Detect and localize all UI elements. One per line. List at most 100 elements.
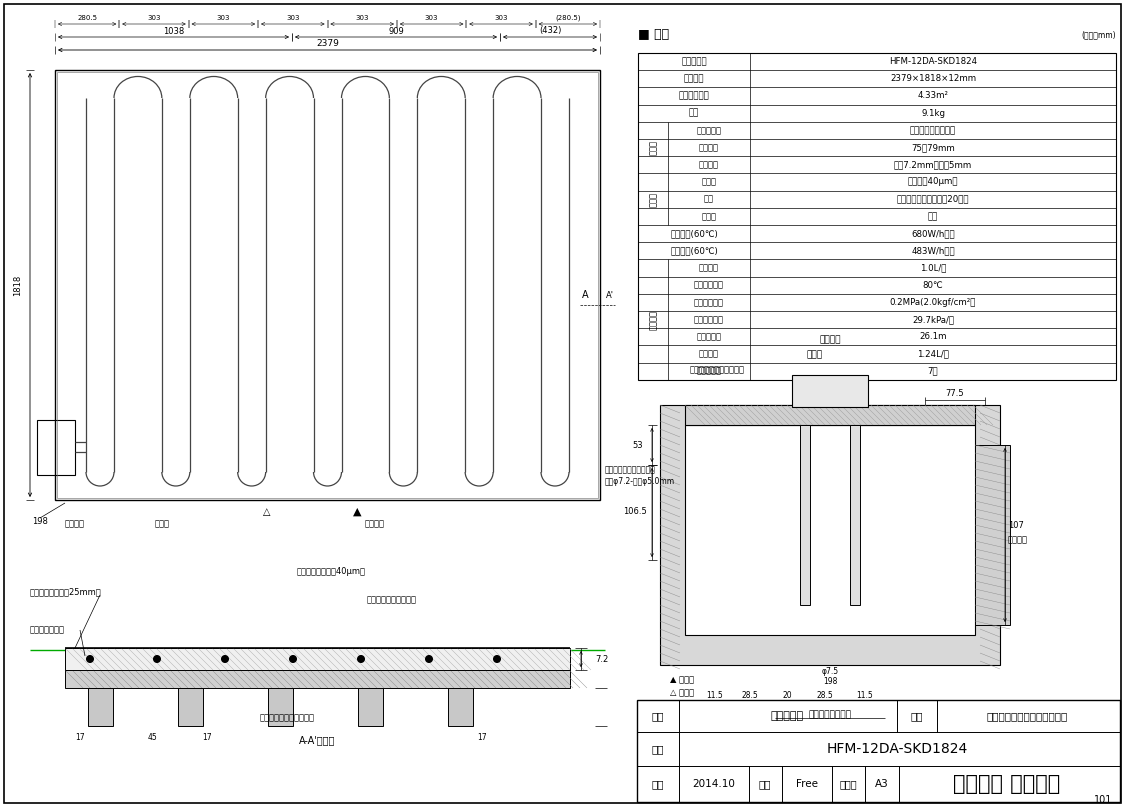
Text: 26.1m: 26.1m [919, 332, 947, 341]
Text: 管サイズ: 管サイズ [699, 161, 719, 169]
Text: 1.0L/分: 1.0L/分 [920, 264, 946, 273]
Text: ■ 仕様: ■ 仕様 [638, 28, 669, 41]
Text: 303: 303 [286, 15, 299, 21]
Text: 名称・型式: 名称・型式 [682, 57, 706, 66]
Bar [88, 688, 112, 726]
Text: 106.5: 106.5 [623, 508, 647, 516]
Text: 80℃: 80℃ [922, 281, 943, 290]
Circle shape [153, 655, 161, 663]
Bar [637, 700, 1120, 802]
Text: (432): (432) [539, 27, 561, 36]
Text: 材質・材料: 材質・材料 [696, 126, 721, 135]
Text: 17: 17 [477, 734, 487, 742]
Text: HFM-12DA-SKD1824: HFM-12DA-SKD1824 [889, 57, 976, 66]
Text: 型式: 型式 [651, 744, 664, 754]
Text: 架橋ポリエチレンパイプ: 架橋ポリエチレンパイプ [260, 713, 315, 722]
Text: 1038: 1038 [163, 27, 185, 36]
Text: (単位：mm): (単位：mm) [1081, 31, 1116, 40]
Text: A3: A3 [875, 779, 889, 789]
Text: 75～79mm: 75～79mm [911, 143, 955, 152]
Text: A-A'詳細図: A-A'詳細図 [299, 735, 335, 745]
Text: HFM-12DA-SKD1824: HFM-12DA-SKD1824 [827, 742, 968, 756]
Text: 小根太入リハード温水マット: 小根太入リハード温水マット [987, 711, 1068, 721]
Text: 小根太（合板）: 小根太（合板） [30, 625, 65, 634]
Text: アルミ笷40μm）: アルミ笷40μm） [908, 178, 958, 186]
Text: 7本: 7本 [928, 366, 938, 376]
Bar [65, 670, 570, 688]
Text: 198: 198 [32, 517, 48, 526]
Circle shape [87, 655, 93, 663]
Circle shape [289, 655, 297, 663]
Text: 最高使用圧力: 最高使用圧力 [694, 298, 724, 307]
Text: ヘッダー: ヘッダー [819, 336, 840, 345]
Bar [37, 420, 75, 475]
Bar [55, 70, 600, 500]
Text: 483W/h・枚: 483W/h・枚 [911, 246, 955, 255]
Text: 29.7kPa/枚: 29.7kPa/枚 [912, 315, 954, 324]
Text: 基材: 基材 [704, 194, 714, 203]
Text: 303: 303 [425, 15, 439, 21]
Text: 外形寸法図: 外形寸法図 [771, 711, 803, 721]
Text: 表面材（アルミ笷40μm）: 表面材（アルミ笷40μm） [297, 567, 366, 576]
Bar [65, 648, 570, 670]
Text: 小小根太: 小小根太 [364, 520, 385, 529]
Text: 303: 303 [356, 15, 369, 21]
Text: 裏面材: 裏面材 [702, 212, 717, 221]
Text: ヘッダー: ヘッダー [65, 520, 86, 529]
Text: 標準流量: 標準流量 [699, 264, 719, 273]
Text: 17: 17 [202, 734, 212, 742]
Text: グリーンライン（25mm）: グリーンライン（25mm） [30, 587, 101, 596]
Text: 680W/h・枚: 680W/h・枚 [911, 229, 955, 238]
Text: 標準流量抵抗: 標準流量抵抗 [694, 315, 724, 324]
Text: マット: マット [648, 192, 657, 207]
Bar [638, 53, 1116, 380]
Text: 1818: 1818 [14, 274, 22, 295]
Text: 保有水量: 保有水量 [699, 349, 719, 358]
Text: 2379×1818×12mm: 2379×1818×12mm [890, 74, 976, 83]
Text: 設計関係: 設計関係 [648, 310, 657, 329]
Text: 28.5: 28.5 [817, 691, 834, 700]
Text: 有効放熱面積: 有効放熱面積 [678, 91, 710, 101]
Text: (280.5): (280.5) [555, 15, 580, 21]
Bar [448, 688, 472, 726]
Text: 架橋ポリエチレンパイプ: 架橋ポリエチレンパイプ [690, 366, 745, 374]
Text: 放熱管: 放熱管 [648, 140, 657, 155]
Circle shape [494, 655, 501, 663]
Text: 表面材: 表面材 [702, 178, 717, 186]
Bar [975, 445, 1010, 625]
Bar [358, 688, 382, 726]
Text: 2379: 2379 [316, 40, 339, 48]
Text: リンナイ 株式会社: リンナイ 株式会社 [953, 774, 1061, 794]
Text: φ7.5: φ7.5 [821, 667, 838, 676]
Bar [792, 375, 869, 407]
Text: ▲: ▲ [353, 507, 361, 517]
Text: A: A [582, 290, 588, 300]
Text: 質量: 質量 [688, 109, 699, 118]
Text: 0.2MPa(2.0kgf/cm²）: 0.2MPa(2.0kgf/cm²） [890, 298, 976, 307]
Text: 45: 45 [148, 734, 158, 742]
Bar [57, 72, 598, 498]
Text: 投入熱量(60℃): 投入熱量(60℃) [670, 229, 718, 238]
Text: 尺度: 尺度 [758, 779, 772, 789]
Text: 小小根太: 小小根太 [1008, 536, 1028, 545]
Text: 4.33m²: 4.33m² [918, 91, 948, 101]
Circle shape [425, 655, 432, 663]
Text: ＰＴ相当長: ＰＴ相当長 [696, 332, 721, 341]
Text: 303: 303 [494, 15, 507, 21]
Bar [660, 405, 1000, 665]
Text: 架橋ポリエチレン管: 架橋ポリエチレン管 [910, 126, 956, 135]
Text: 107: 107 [1008, 521, 1024, 529]
Text: 架橋ポリエチレンパイプ: 架橋ポリエチレンパイプ [605, 466, 656, 475]
Text: 管ピッチ: 管ピッチ [699, 143, 719, 152]
Text: サイズ: サイズ [839, 779, 857, 789]
Bar [800, 425, 810, 605]
Bar [268, 688, 292, 726]
Text: 品名: 品名 [911, 711, 924, 721]
Text: 11.5: 11.5 [856, 691, 873, 700]
Text: △ 谷折り: △ 谷折り [670, 688, 694, 697]
Text: 17: 17 [75, 734, 84, 742]
Bar [178, 688, 202, 726]
Text: 2014.10: 2014.10 [693, 779, 736, 789]
Text: A': A' [606, 291, 614, 299]
Text: ポリスチレン発泡体（20倍）: ポリスチレン発泡体（20倍） [897, 194, 970, 203]
